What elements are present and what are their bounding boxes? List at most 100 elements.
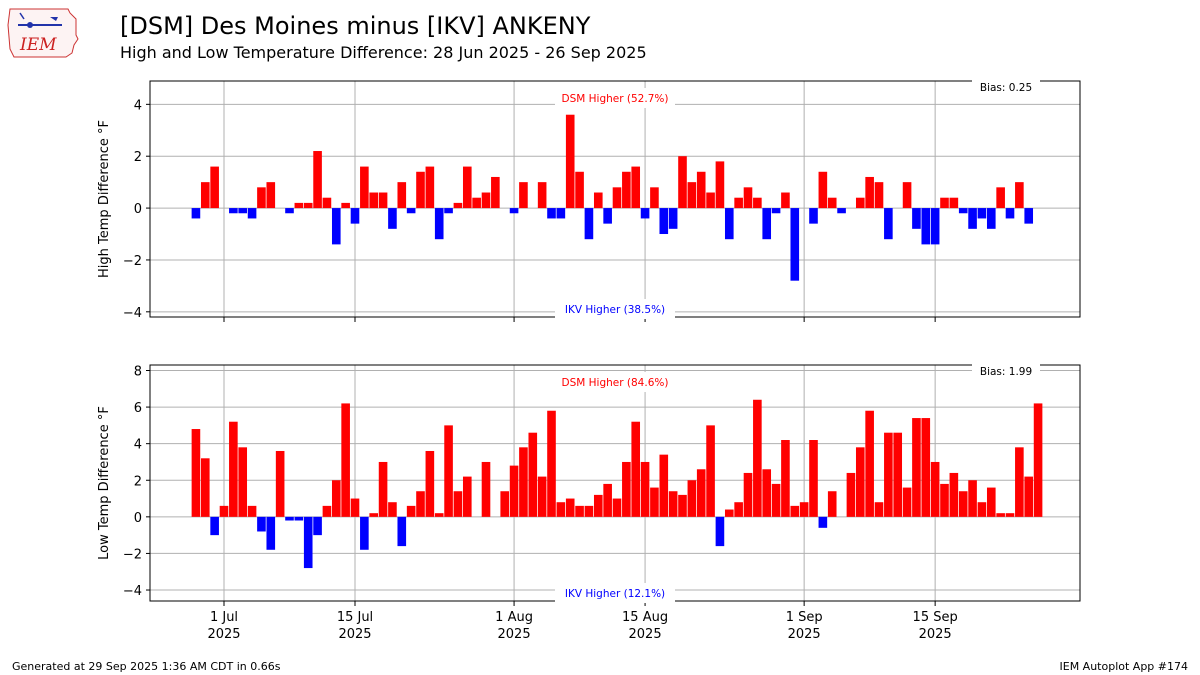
bar [940, 483, 949, 517]
bar [462, 166, 472, 209]
bar [247, 208, 257, 219]
y-tick-label: 4 [134, 438, 142, 453]
bar [977, 502, 987, 517]
y-axis-label: Low Temp Difference °F [97, 406, 112, 560]
chart-title: [DSM] Des Moines minus [IKV] ANKENY [120, 12, 591, 40]
bar [1033, 403, 1043, 517]
bar [247, 505, 257, 517]
bar [519, 182, 528, 209]
y-tick-label: −2 [123, 254, 142, 269]
bar [603, 208, 612, 224]
bar [809, 208, 818, 224]
x-tick-label: 1 Jul [210, 610, 238, 625]
generated-timestamp: Generated at 29 Sep 2025 1:36 AM CDT in … [12, 660, 281, 673]
bar [696, 469, 706, 517]
bar [715, 161, 725, 209]
y-tick-label: 6 [134, 401, 142, 416]
bar [1024, 208, 1034, 224]
bar [930, 208, 940, 245]
bar [565, 114, 575, 209]
bar [331, 480, 341, 517]
bar [303, 202, 313, 209]
bar [425, 450, 435, 517]
plot-frame [149, 364, 1081, 602]
bar [444, 425, 453, 517]
bar [285, 208, 294, 214]
bar [678, 156, 687, 209]
bar [313, 516, 322, 536]
bar [229, 208, 238, 214]
bar [556, 208, 566, 219]
bar [930, 461, 940, 517]
dsm-higher-label: DSM Higher (52.7%) [562, 93, 669, 105]
bar [444, 208, 453, 214]
y-tick-label: 2 [134, 150, 142, 165]
bar [1015, 447, 1024, 517]
bar [378, 192, 388, 209]
bar [696, 171, 706, 209]
bar [537, 182, 547, 209]
bar [724, 208, 734, 240]
x-tick-year-label: 2025 [919, 627, 952, 642]
bar [285, 516, 294, 521]
bar [257, 516, 266, 532]
bar [827, 491, 837, 517]
bar [762, 469, 772, 517]
bar [706, 425, 715, 517]
bar [743, 472, 753, 517]
bar [884, 208, 893, 240]
bar [958, 491, 968, 517]
bar [622, 171, 631, 209]
bar [771, 483, 781, 517]
bar [322, 197, 332, 209]
bar [734, 502, 743, 517]
bar [378, 461, 388, 517]
bar [341, 202, 350, 209]
bar [500, 491, 510, 517]
bar [434, 513, 444, 517]
bar [556, 502, 566, 517]
bar [631, 421, 641, 517]
bar [631, 166, 641, 209]
bar [229, 421, 238, 517]
bar [238, 447, 248, 517]
bar [584, 505, 594, 517]
bias-label: Bias: 0.25 [980, 82, 1032, 94]
higher-label-bg [555, 88, 675, 108]
y-axis-label: High Temp Difference °F [97, 120, 112, 278]
dsm-higher-label: DSM Higher (84.6%) [562, 377, 669, 389]
bar [303, 516, 313, 569]
bar [902, 182, 912, 209]
bar [837, 208, 846, 214]
bar [388, 208, 397, 229]
bar [397, 516, 407, 547]
bar [921, 208, 931, 245]
bar [612, 498, 622, 517]
bar [781, 192, 790, 209]
bar [874, 182, 884, 209]
iem-logo: IEM [6, 5, 82, 63]
lower-label-bg [555, 583, 675, 603]
bar [331, 208, 341, 245]
bar [640, 208, 650, 219]
bar [575, 171, 584, 209]
y-tick-label: 4 [134, 98, 142, 113]
bar [191, 429, 201, 517]
bar [855, 447, 865, 517]
bar [509, 208, 519, 214]
bar [565, 498, 575, 517]
y-tick-label: 2 [134, 474, 142, 489]
bar [491, 176, 500, 209]
x-tick-year-label: 2025 [207, 627, 240, 642]
bar [200, 182, 210, 209]
low-temp-panel: −4 −2 0 2 4 6 8 Low Temp Difference °F DSM Highe… [97, 363, 1081, 606]
bar [753, 399, 762, 517]
bar [612, 187, 622, 209]
bar [893, 432, 903, 517]
y-tick-label: −4 [123, 306, 142, 321]
bar [753, 197, 762, 209]
bar [668, 208, 678, 229]
bar [827, 197, 837, 209]
bar [1015, 182, 1024, 209]
